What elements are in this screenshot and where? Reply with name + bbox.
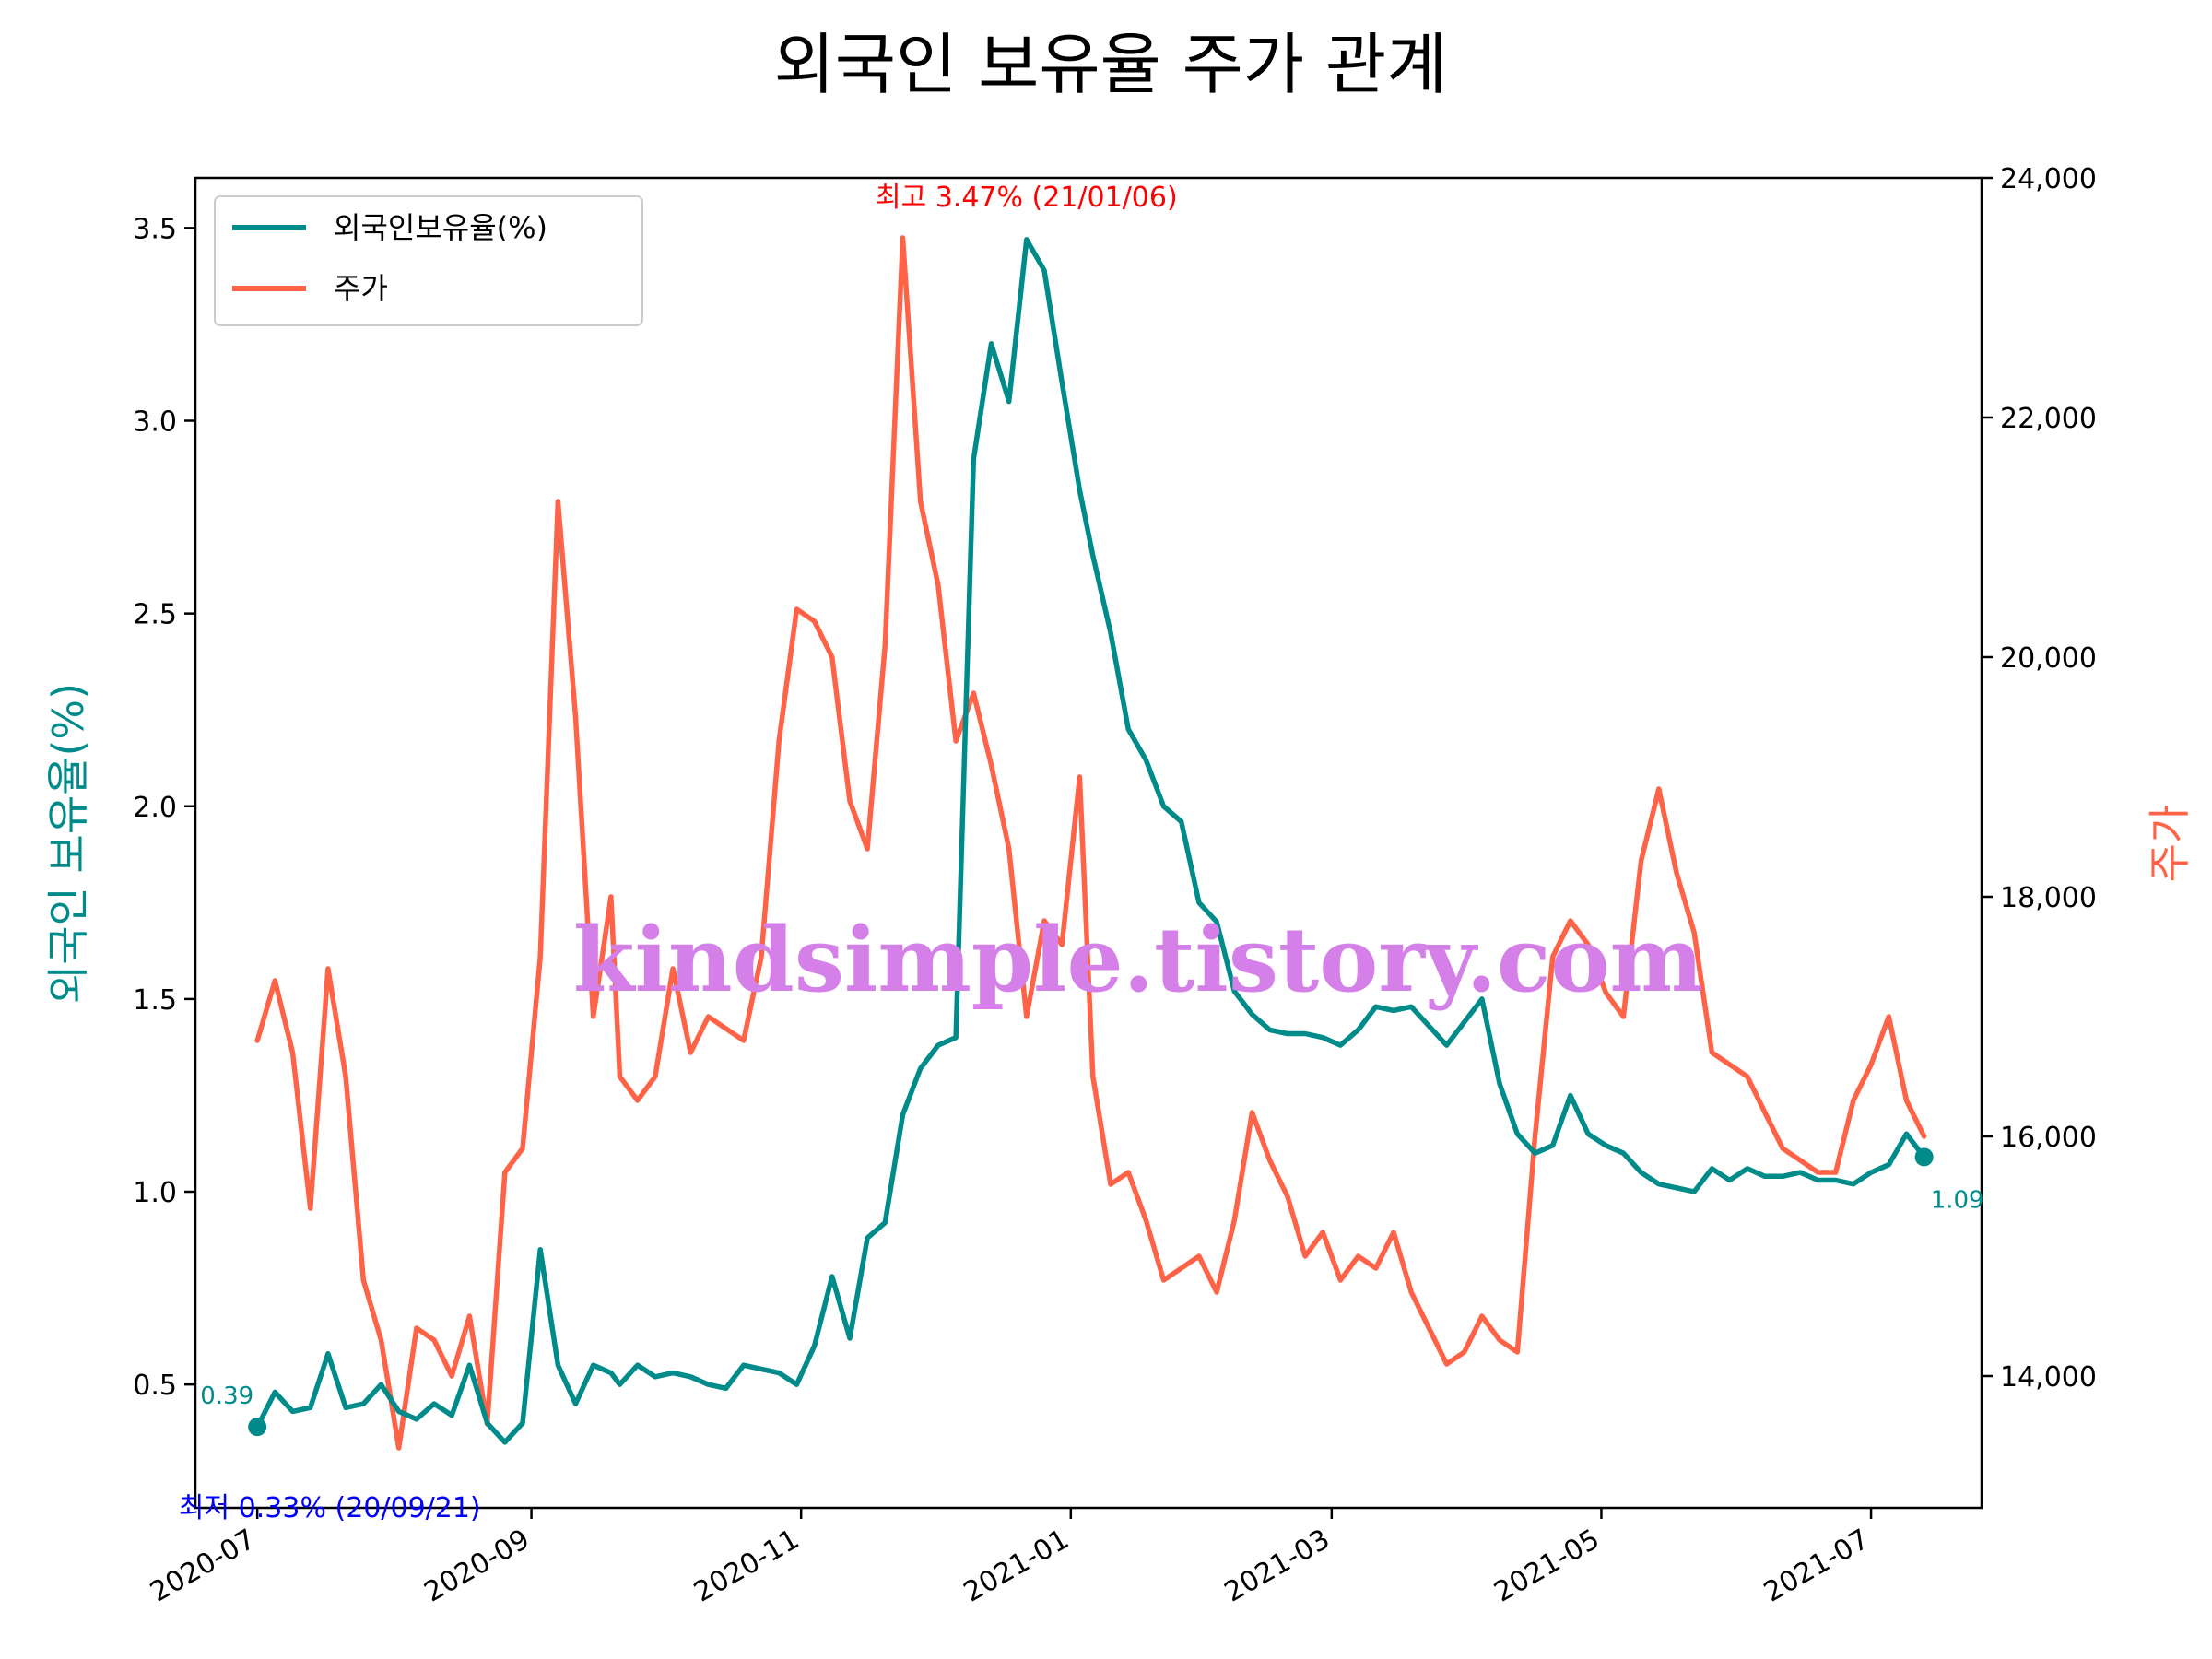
legend: 외국인보유율(%) 주가 <box>214 195 643 326</box>
max-annotation: 최고 3.47% (21/01/06) <box>876 182 1178 214</box>
x-tick-label: 2021-07 <box>1759 1524 1875 1609</box>
plot-lines <box>254 235 1927 1451</box>
legend-box <box>214 195 643 326</box>
y-left-tick-label: 1.5 <box>133 984 177 1017</box>
chart-title: 외국인 보유율 주가 관계 <box>773 26 1447 103</box>
endpoint-markers <box>248 1147 1934 1437</box>
y-left-tick-label: 0.5 <box>133 1370 177 1402</box>
legend-label-foreign-ratio: 외국인보유율(%) <box>334 210 547 245</box>
series-line-stock-price <box>254 235 1927 1451</box>
x-tick-label: 2021-03 <box>1219 1524 1335 1609</box>
y-axis-left: 0.5 1.0 1.5 2.0 2.5 3.0 3.5 <box>133 213 195 1402</box>
legend-label-stock-price: 주가 <box>334 271 388 306</box>
x-tick-label: 2020-09 <box>419 1524 535 1609</box>
y-right-tick-label: 22,000 <box>2000 403 2097 435</box>
y-left-tick-label: 2.0 <box>133 792 177 824</box>
watermark: kindsimple.tistory.com <box>573 908 1703 1012</box>
y-right-tick-label: 24,000 <box>2000 163 2097 195</box>
y-right-tick-label: 16,000 <box>2000 1122 2097 1154</box>
x-tick-label: 2021-01 <box>959 1524 1075 1609</box>
y-axis-right-label: 주가 <box>2145 805 2194 883</box>
x-tick-label: 2020-11 <box>688 1524 805 1609</box>
y-axis-left-label: 외국인 보유율(%) <box>43 683 93 1004</box>
x-tick-label: 2021-05 <box>1488 1524 1605 1609</box>
x-tick-label: 2020-07 <box>145 1524 261 1609</box>
y-left-tick-label: 3.5 <box>133 213 177 245</box>
y-right-tick-label: 20,000 <box>2000 642 2097 675</box>
y-right-tick-label: 14,000 <box>2000 1361 2097 1394</box>
end-point-marker <box>1914 1147 1934 1167</box>
start-point-marker <box>248 1418 267 1437</box>
end-value-label: 1.09 <box>1931 1186 1984 1214</box>
y-left-tick-label: 3.0 <box>133 406 177 439</box>
y-left-tick-label: 2.5 <box>133 599 177 631</box>
start-value-label: 0.39 <box>200 1382 253 1410</box>
y-axis-right: 14,000 16,000 18,000 20,000 22,000 24,000 <box>1982 163 2097 1394</box>
plot-frame <box>194 176 1983 1510</box>
min-annotation: 최저 0.33% (20/09/21) <box>179 1492 481 1524</box>
y-left-tick-label: 1.0 <box>133 1177 177 1209</box>
y-right-tick-label: 18,000 <box>2000 882 2097 914</box>
series-line-foreign-ratio <box>254 237 1927 1445</box>
